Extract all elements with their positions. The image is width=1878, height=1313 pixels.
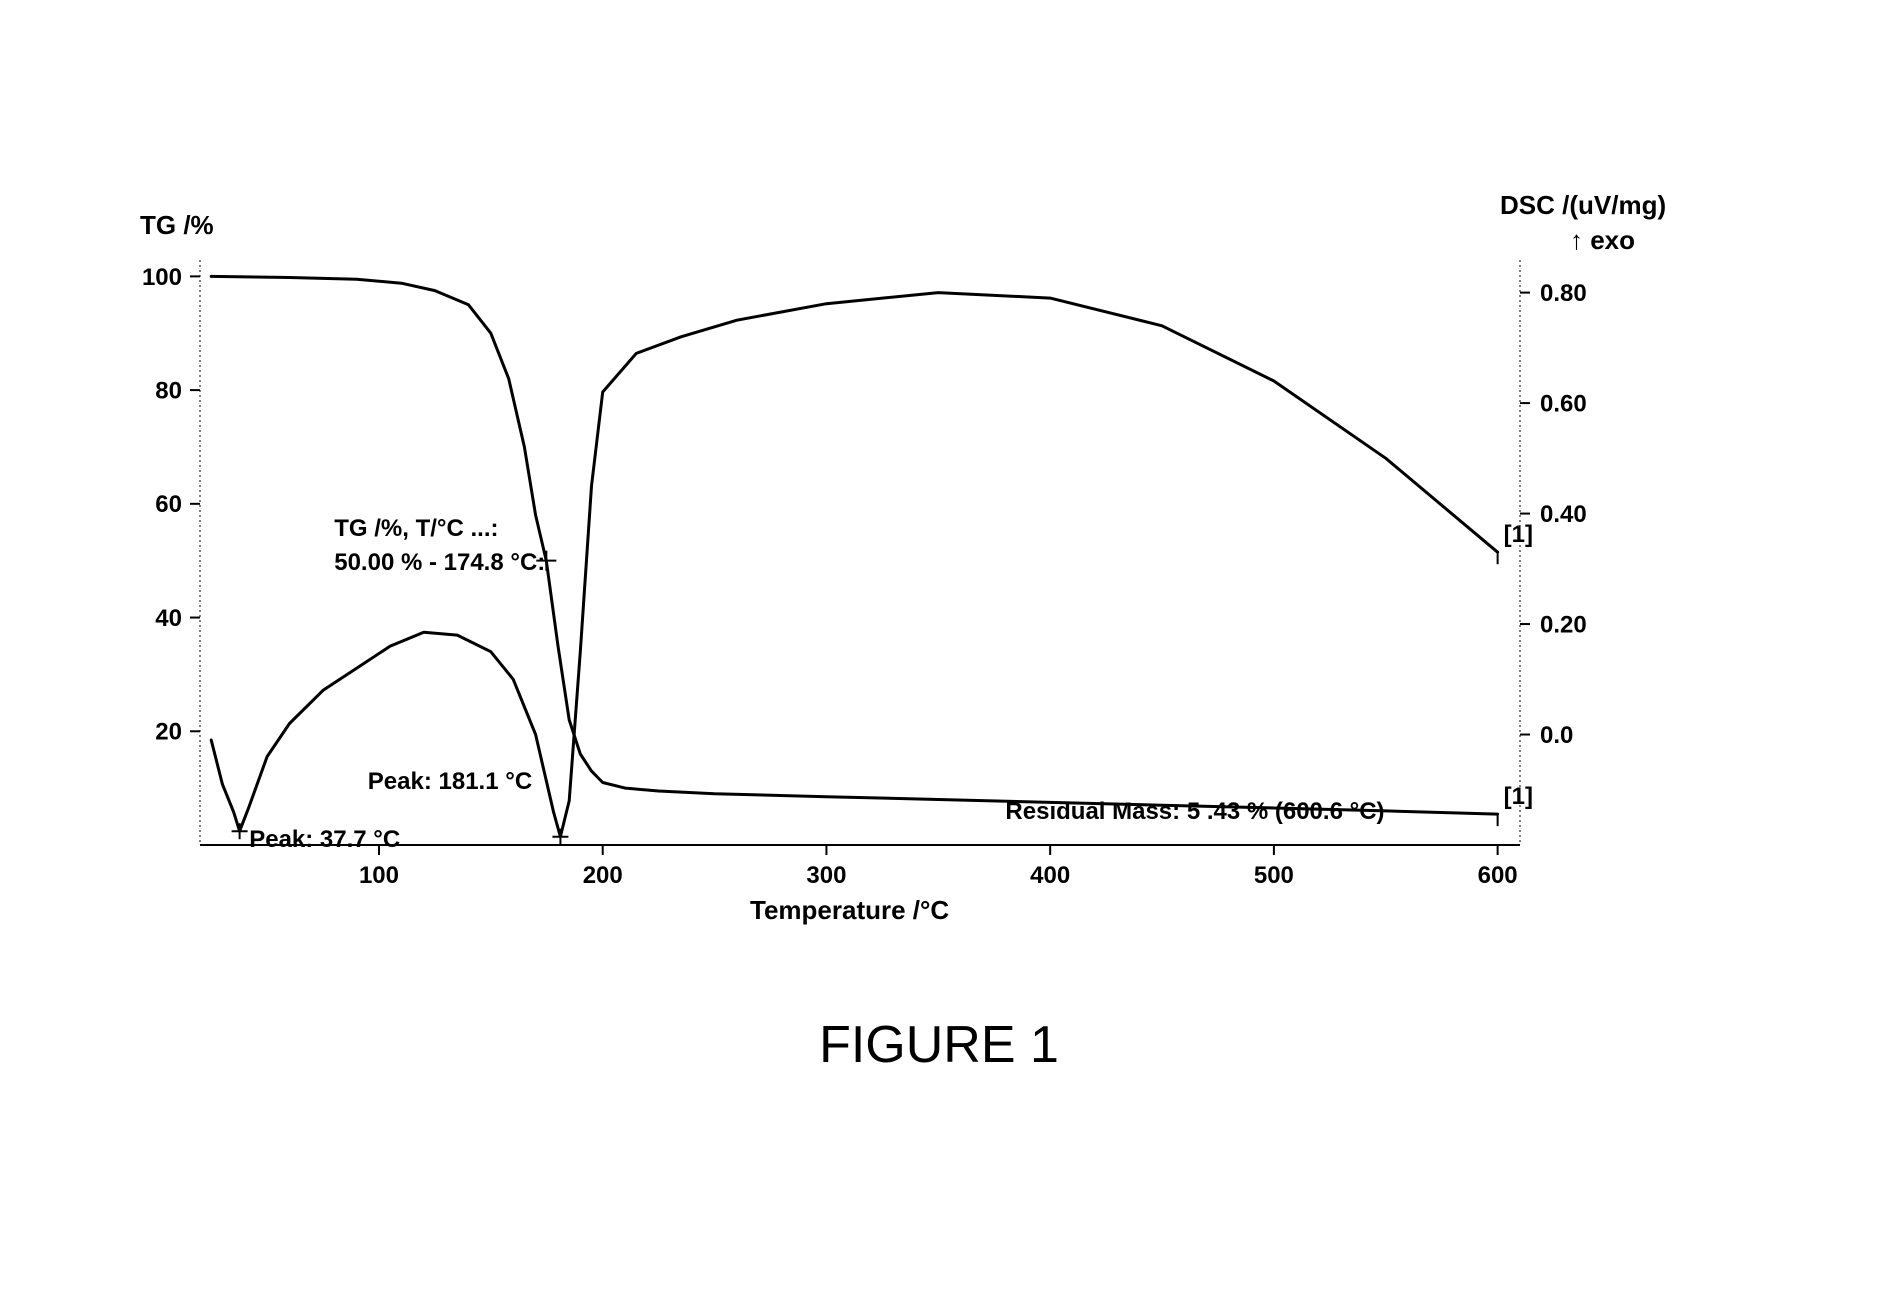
peak1-annot: Peak: 37.7 °C (249, 826, 400, 854)
svg-text:100: 100 (359, 862, 399, 889)
svg-text:0.20: 0.20 (1540, 611, 1587, 638)
svg-text:40: 40 (155, 605, 182, 632)
svg-text:0.0: 0.0 (1540, 722, 1573, 749)
svg-text:300: 300 (806, 862, 846, 889)
svg-text:20: 20 (155, 719, 182, 746)
y-right-axis-sublabel: ↑ exo (1570, 225, 1635, 256)
svg-text:0.80: 0.80 (1540, 280, 1587, 307)
y-left-axis-label: TG /% (140, 210, 214, 241)
tg-midpoint-annot-1: TG /%, T/°C ...: (334, 515, 498, 543)
svg-text:200: 200 (583, 862, 623, 889)
svg-text:500: 500 (1254, 862, 1294, 889)
residual-mass-annot: Residual Mass: 5 .43 % (600.6 °C) (1005, 798, 1384, 826)
svg-text:[1]: [1] (1504, 783, 1533, 810)
figure-container: { "canvas": {"w": 1878, "h": 1313, "bg":… (0, 0, 1878, 1313)
svg-text:100: 100 (142, 264, 182, 291)
svg-text:0.60: 0.60 (1540, 390, 1587, 417)
svg-text:80: 80 (155, 377, 182, 404)
figure-title: FIGURE 1 (0, 1015, 1878, 1075)
svg-text:600: 600 (1478, 862, 1518, 889)
x-axis-label: Temperature /°C (750, 895, 949, 926)
tg-midpoint-annot-2: 50.00 % - 174.8 °C: (334, 549, 545, 577)
svg-text:[1]: [1] (1504, 521, 1533, 548)
svg-text:400: 400 (1030, 862, 1070, 889)
peak2-annot: Peak: 181.1 °C (368, 768, 532, 796)
svg-text:0.40: 0.40 (1540, 501, 1587, 528)
y-right-axis-label: DSC /(uV/mg) (1500, 190, 1666, 221)
svg-text:60: 60 (155, 491, 182, 518)
